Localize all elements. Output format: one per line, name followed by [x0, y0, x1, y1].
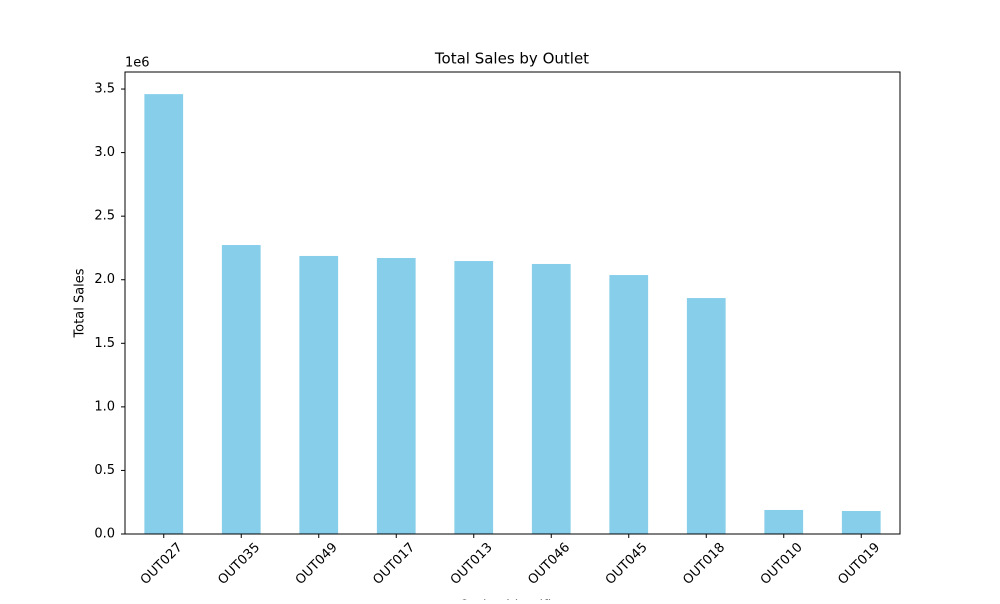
y-tick-label: 0.5	[94, 463, 115, 478]
bar	[299, 255, 339, 534]
y-tick-label: 2.0	[94, 272, 115, 287]
y-axis-label: Total Sales	[73, 268, 88, 338]
bar	[144, 94, 184, 534]
y-offset-label: 1e6	[125, 56, 150, 71]
x-tick-label: OUT010	[758, 540, 806, 588]
bar	[841, 510, 881, 534]
x-tick-label: OUT045	[603, 540, 651, 588]
x-tick-label: OUT046	[525, 540, 573, 588]
x-tick-label: OUT027	[138, 540, 186, 588]
x-tick-label: OUT049	[293, 540, 341, 588]
y-tick-label: 2.5	[94, 209, 115, 224]
bar	[609, 275, 649, 534]
y-tick-label: 1.0	[94, 399, 115, 414]
x-tick-label: OUT017	[370, 540, 418, 588]
y-tick-label: 0.0	[94, 527, 115, 542]
bar	[221, 245, 261, 534]
bar	[454, 261, 494, 534]
y-tick-label: 1.5	[94, 336, 115, 351]
bar	[764, 509, 804, 534]
plot-frame	[124, 71, 901, 535]
y-tick-label: 3.5	[94, 82, 115, 97]
bar	[531, 263, 571, 534]
x-tick-label: OUT018	[680, 540, 728, 588]
x-tick-label: OUT013	[448, 540, 496, 588]
y-tick-label: 3.0	[94, 145, 115, 160]
chart-title: Total Sales by Outlet	[434, 50, 589, 68]
bar	[376, 257, 416, 534]
x-tick-label: OUT019	[835, 540, 883, 588]
bar	[686, 298, 726, 534]
x-tick-label: OUT035	[215, 540, 263, 588]
